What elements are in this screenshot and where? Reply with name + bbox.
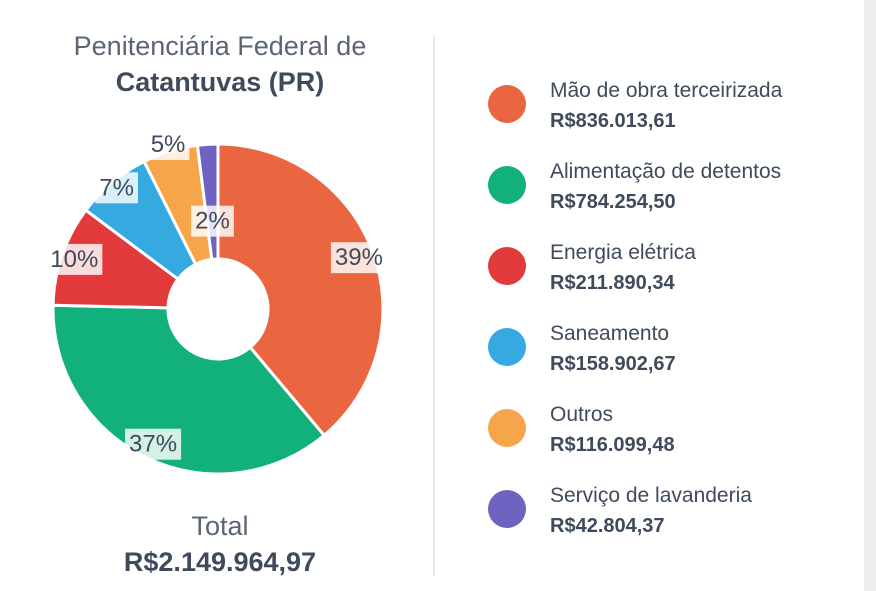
slice-percent-label-bg: [330, 242, 387, 274]
legend-item-value: R$211.890,34: [550, 272, 675, 294]
legend-swatch: [488, 409, 526, 447]
total-label: Total: [191, 511, 249, 541]
legend-item-value: R$116.099,48: [550, 434, 675, 456]
legend-item-value: R$784.254,50: [550, 191, 676, 213]
legend-item[interactable]: Serviço de lavanderia R$42.804,37: [488, 481, 858, 562]
slice-percent-label-bg: [125, 428, 182, 460]
legend-item-name: Serviço de lavanderia: [550, 484, 752, 507]
chart-title: Penitenciária Federal de Catantuvas (PR): [20, 28, 420, 100]
donut-slice[interactable]: [216, 142, 385, 438]
donut-chart: 39% 37% 10% 7% 5% 2%: [46, 128, 387, 476]
legend-item-value: R$836.013,61: [550, 110, 676, 132]
slice-percent-label: 2%: [191, 205, 234, 237]
legend-item[interactable]: Outros R$116.099,48: [488, 400, 858, 481]
legend-swatch: [488, 328, 526, 366]
slice-percent-label: 5%: [146, 128, 190, 160]
legend-item-value: R$42.804,37: [550, 515, 665, 537]
slice-percent-label-bg: [146, 128, 190, 160]
legend-item-value: R$158.902,67: [550, 353, 676, 375]
slice-percent-text: 37%: [129, 431, 177, 458]
slice-percent-label-bg: [46, 243, 103, 275]
legend: Mão de obra terceirizada R$836.013,61 Al…: [488, 76, 858, 562]
total-value: R$2.149.964,97: [123, 547, 317, 577]
legend-item-name: Mão de obra terceirizada: [550, 79, 783, 102]
right-edge-strip: [864, 0, 876, 591]
slice-percent-text: 7%: [99, 174, 134, 201]
total-block: Total R$2.149.964,97: [20, 508, 420, 580]
slice-percent-text: 39%: [335, 244, 383, 271]
legend-item-name: Alimentação de detentos: [550, 160, 782, 183]
legend-swatch: [488, 490, 526, 528]
chart-title-line2: Catantuvas (PR): [115, 67, 325, 97]
slice-percent-label: 37%: [125, 428, 182, 460]
legend-item-name: Saneamento: [550, 322, 670, 345]
legend-item[interactable]: Alimentação de detentos R$784.254,50: [488, 157, 858, 238]
legend-swatch: [488, 85, 526, 123]
slice-percent-text: 5%: [151, 131, 186, 158]
legend-item[interactable]: Energia elétrica R$211.890,34: [488, 238, 858, 319]
legend-item[interactable]: Saneamento R$158.902,67: [488, 319, 858, 400]
legend-item-name: Energia elétrica: [550, 241, 696, 264]
slice-percent-text: 2%: [195, 208, 230, 235]
legend-swatch: [488, 166, 526, 204]
chart-title-line1: Penitenciária Federal de: [73, 31, 367, 61]
slice-percent-text: 10%: [50, 246, 98, 273]
donut-slice[interactable]: [51, 303, 327, 476]
legend-swatch: [488, 247, 526, 285]
legend-item-name: Outros: [550, 403, 614, 426]
divider: [433, 36, 435, 576]
slice-percent-label-bg: [95, 172, 138, 204]
slice-percent-label-bg: [191, 205, 234, 237]
slice-percent-label: 10%: [46, 243, 103, 275]
legend-item[interactable]: Mão de obra terceirizada R$836.013,61: [488, 76, 858, 157]
slice-percent-label: 39%: [330, 242, 387, 274]
slice-percent-label: 7%: [95, 172, 138, 204]
